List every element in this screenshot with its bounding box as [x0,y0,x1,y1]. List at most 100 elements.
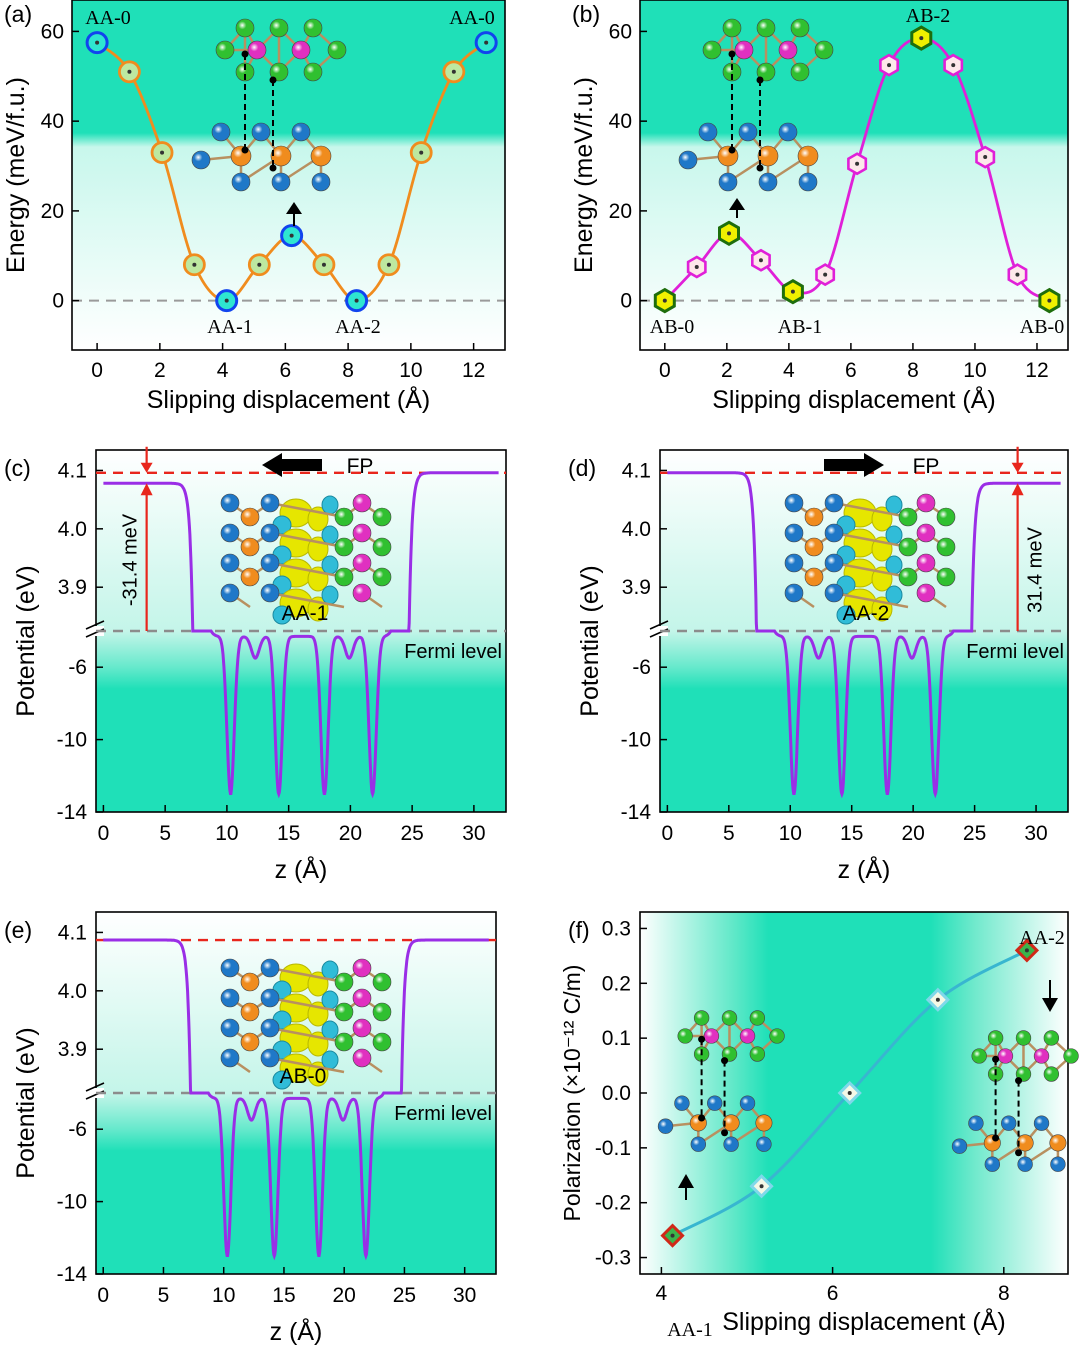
structure-inset-b [678,18,834,192]
dipole-arrow-head [140,483,153,496]
fermi-level-label: Fermi level [404,641,502,663]
atom-n [1017,1156,1033,1172]
point-center [847,1091,852,1095]
atom [334,567,354,587]
atom-metal [997,1048,1014,1064]
atom-n [951,1138,968,1154]
x-tick-label: 10 [963,359,986,382]
atom-metal [739,1028,756,1044]
atom-n [698,122,718,142]
atom [334,537,354,557]
atom [220,958,240,978]
atom-cl [971,1048,987,1064]
x-tick-label: 6 [827,1282,839,1305]
point-center [419,150,424,155]
dipole-arrow-head [140,462,153,473]
charge-density-blob [321,1020,339,1040]
state-label-aa1: AA-1 [207,316,253,338]
atom [240,507,260,527]
bond [833,501,909,519]
atom-ga [722,1114,740,1132]
anchor-dot [241,146,249,154]
atom [936,537,956,557]
atom [898,507,918,527]
atom-ga [270,145,292,167]
atom [260,583,280,603]
atom-metal [703,1028,720,1044]
bond [269,561,345,579]
atom-cl [1043,1066,1060,1082]
fermi-level-label: Fermi level [394,1103,492,1125]
atom [824,553,844,573]
axis-break-mark [85,1082,105,1092]
y-tick-label: -6 [68,1118,87,1141]
atom-ga [755,1114,773,1132]
bond [269,1056,345,1074]
atom-cl [756,62,776,82]
atom-n [231,172,251,192]
atom-cl [303,62,323,82]
y-tick-label: 4.0 [58,980,87,1003]
x-tick-label: 5 [159,822,171,845]
atom-n [1001,1115,1017,1131]
y-tick-label: -10 [57,1191,87,1214]
charge-density-blob [321,495,339,515]
atom-n [674,1095,690,1111]
atom-cl [702,40,722,60]
panel-label: (c) [4,455,31,481]
structure-inset-f-left [657,1010,785,1152]
atom [240,972,260,992]
y-tick-label: 0.2 [602,972,631,995]
panel-label: (b) [572,1,600,27]
x-tick-label: 30 [1024,822,1047,845]
anchor-dot [698,1114,706,1122]
x-axis-title: Slipping displacement (Å) [722,1306,1005,1336]
point-center [224,298,229,303]
point-center [354,298,359,303]
atom [916,583,936,603]
atom [372,507,392,527]
atom-n [707,1095,723,1111]
atom-cl [814,40,834,60]
y-tick-label: 40 [609,110,632,133]
atom [220,553,240,573]
fp-arrow-left [262,453,322,477]
plot-frame [639,0,1069,351]
panel-label: (f) [568,917,590,943]
y-axis-title: Potential (eV) [12,1027,40,1178]
atom-cl [769,1028,785,1044]
point-center [694,264,699,269]
atom [334,972,354,992]
structure-inset-a [191,18,347,192]
atom [352,523,372,543]
point-center [919,36,924,41]
atom-metal [247,40,267,60]
point-center [257,262,262,267]
point-center [823,272,828,277]
y-tick-label: 60 [609,20,632,43]
point-center [192,262,197,267]
x-tick-label: 5 [723,822,735,845]
y-tick-label: 4.0 [58,518,87,541]
point-center [289,233,294,238]
atom [352,1048,372,1068]
charge-density-blob [885,495,903,515]
bond [833,561,909,579]
arrow-head [1042,998,1058,1012]
fp-label: FP [913,455,940,478]
point-center [95,40,100,45]
atom [352,958,372,978]
anchor-dot [269,76,277,84]
potential-curve [667,471,1061,799]
atom [260,493,280,513]
charge-density-blob [885,555,903,575]
atom [260,988,280,1008]
atom-n [271,172,291,192]
atom [240,537,260,557]
y-tick-label: -0.1 [595,1137,631,1160]
y-tick-label: 60 [41,20,64,43]
atom [916,493,936,513]
atom-cl [693,1010,710,1026]
atom-ga [1016,1134,1034,1152]
x-axis-title: Slipping displacement (Å) [712,384,995,414]
